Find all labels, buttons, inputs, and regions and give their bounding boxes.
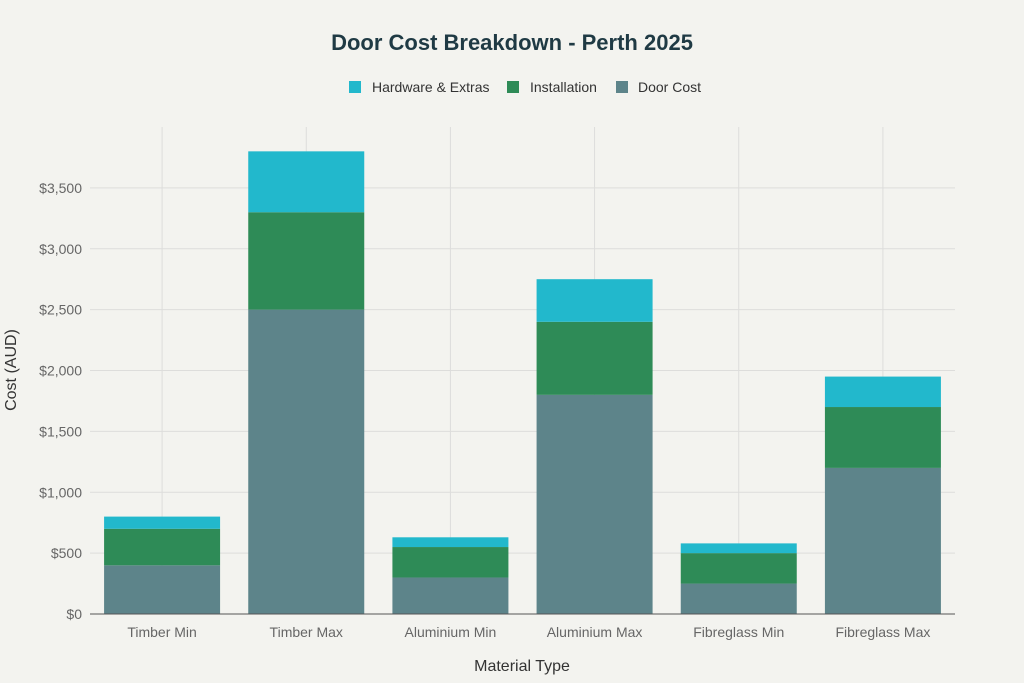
bar-door-cost bbox=[392, 577, 509, 614]
y-tick-label: $500 bbox=[51, 545, 82, 561]
x-tick-label: Fibreglass Min bbox=[693, 624, 784, 640]
chart-title: Door Cost Breakdown - Perth 2025 bbox=[331, 30, 693, 55]
y-tick-label: $3,500 bbox=[39, 180, 82, 196]
bar-hardware-extras bbox=[392, 537, 509, 548]
bar-installation bbox=[536, 321, 653, 395]
x-tick-label: Fibreglass Max bbox=[835, 624, 930, 640]
bars bbox=[104, 151, 941, 614]
x-tick-label: Timber Max bbox=[270, 624, 343, 640]
bar-door-cost bbox=[104, 565, 221, 614]
axes: $0 $500 $1,000 $1,500 $2,000 $2,500 $3,000 $3,5… bbox=[39, 180, 955, 640]
bar-installation bbox=[392, 547, 509, 578]
y-tick-label: $1,500 bbox=[39, 423, 82, 439]
bar-door-cost bbox=[824, 467, 941, 614]
bar-installation bbox=[248, 212, 365, 310]
y-axis-label: Cost (AUD) bbox=[3, 329, 20, 411]
legend-swatch bbox=[349, 81, 361, 93]
bar-door-cost bbox=[248, 309, 365, 614]
legend: Hardware & Extras Installation Door Cost bbox=[349, 79, 701, 95]
y-tick-label: $0 bbox=[66, 606, 82, 622]
bar-installation bbox=[680, 553, 797, 584]
y-tick-label: $1,000 bbox=[39, 484, 82, 500]
legend-swatch bbox=[507, 81, 519, 93]
x-axis-label: Material Type bbox=[474, 658, 570, 675]
legend-label: Door Cost bbox=[638, 79, 701, 95]
x-tick-label: Aluminium Max bbox=[547, 624, 643, 640]
bar-installation bbox=[824, 407, 941, 468]
bar-hardware-extras bbox=[824, 376, 941, 408]
legend-label: Installation bbox=[530, 79, 597, 95]
y-tick-label: $2,000 bbox=[39, 363, 82, 379]
bar-door-cost bbox=[680, 583, 797, 614]
bar-door-cost bbox=[536, 394, 653, 614]
legend-swatch bbox=[616, 81, 628, 93]
y-tick-label: $3,000 bbox=[39, 241, 82, 257]
y-tick-label: $2,500 bbox=[39, 302, 82, 318]
legend-label: Hardware & Extras bbox=[372, 79, 489, 95]
x-tick-label: Timber Min bbox=[127, 624, 197, 640]
x-tick-label: Aluminium Min bbox=[405, 624, 497, 640]
bar-installation bbox=[104, 528, 221, 566]
bar-hardware-extras bbox=[104, 516, 221, 529]
bar-hardware-extras bbox=[248, 151, 365, 213]
bar-hardware-extras bbox=[680, 543, 797, 554]
bar-hardware-extras bbox=[536, 279, 653, 322]
